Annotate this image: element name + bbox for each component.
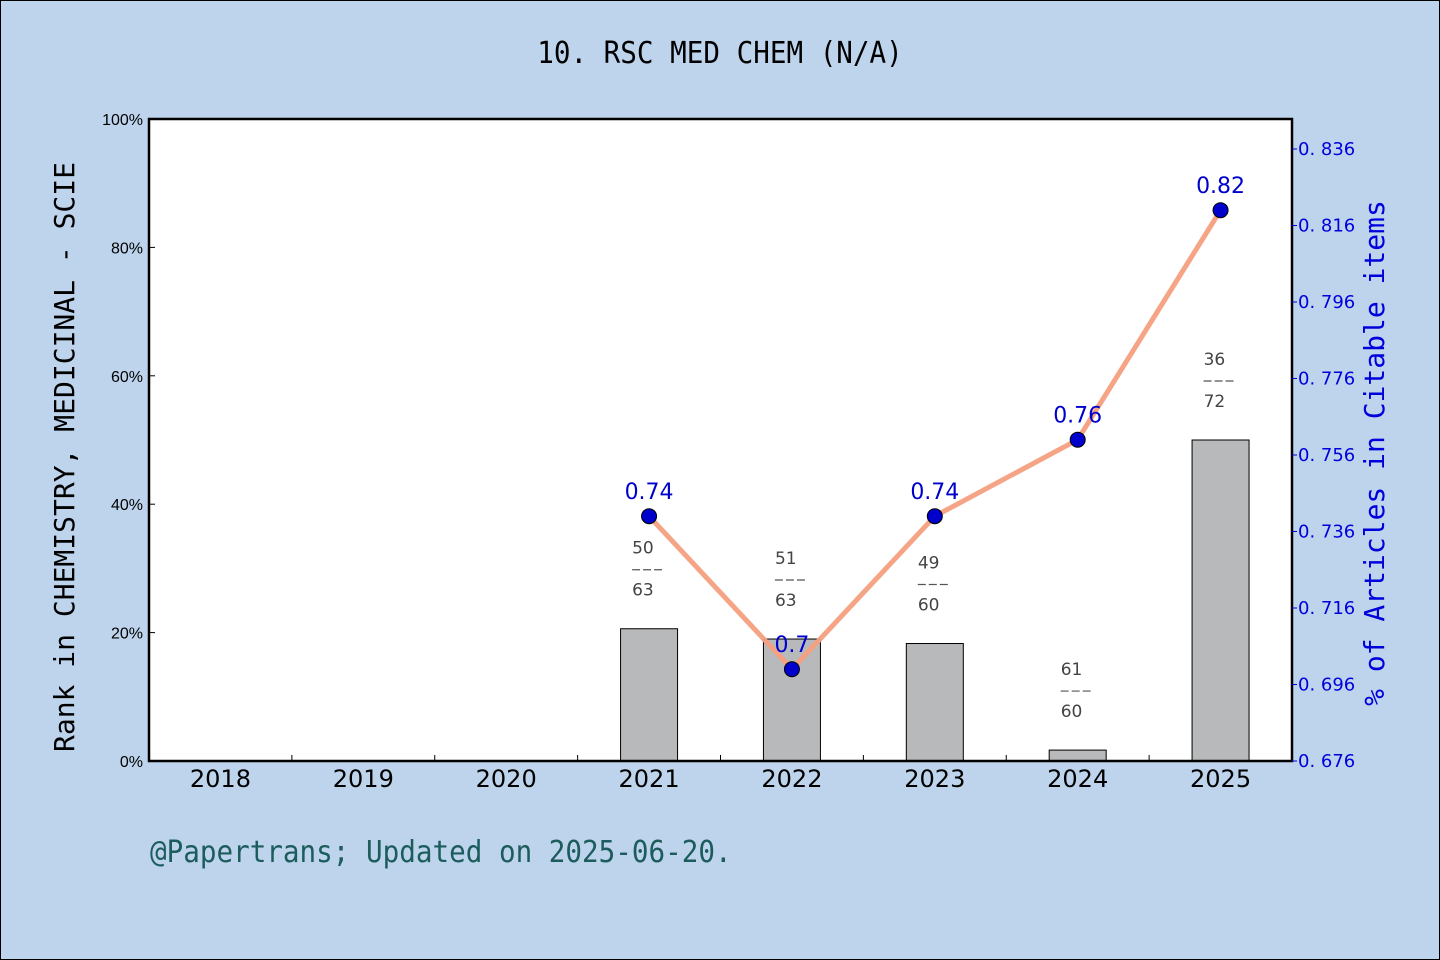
y2-axis-label: % of Articles in Citable items <box>1358 200 1391 706</box>
left-tick-label: 0% <box>120 754 143 771</box>
x-tick-label: 2024 <box>1047 765 1108 793</box>
bar-label-total: 60 <box>918 596 940 616</box>
right-tick-label: 0. 756 <box>1298 445 1355 466</box>
bar-label-rank: 61 <box>1061 660 1083 680</box>
bar-label-rank: 50 <box>632 539 654 559</box>
right-tick-label: 0. 716 <box>1298 598 1355 619</box>
right-tick-label: 0. 816 <box>1298 216 1355 237</box>
chart-title: 10. RSC MED CHEM (N/A) <box>537 36 903 71</box>
line-marker-2021 <box>641 508 658 525</box>
footer-credit: @Papertrans; Updated on 2025-06-20. <box>150 835 732 870</box>
x-tick-label: 2022 <box>761 765 822 793</box>
line-marker-2025 <box>1212 202 1229 219</box>
right-tick-label: 0. 696 <box>1298 675 1355 696</box>
x-tick-label: 2018 <box>190 765 251 793</box>
x-tick-label: 2020 <box>476 765 537 793</box>
line-value-label: 0.74 <box>910 480 959 505</box>
right-tick-label: 0. 796 <box>1298 292 1355 313</box>
bar-2025 <box>1191 439 1250 762</box>
line-marker-2022 <box>783 661 800 678</box>
line-value-label: 0.74 <box>625 480 674 505</box>
bar-label-rank: 36 <box>1204 350 1226 370</box>
left-tick-label: 100% <box>102 112 143 129</box>
x-tick-label: 2023 <box>904 765 965 793</box>
right-tick-label: 0. 836 <box>1298 139 1355 160</box>
left-tick-label: 80% <box>111 240 143 257</box>
left-tick-label: 20% <box>111 626 143 643</box>
left-tick-label: 60% <box>111 369 143 386</box>
left-tick-label: 40% <box>111 497 143 514</box>
bar-label-rank: 51 <box>775 549 797 569</box>
bar-label-total: 72 <box>1204 392 1226 412</box>
x-tick-label: 2021 <box>619 765 680 793</box>
x-tick-label: 2025 <box>1190 765 1251 793</box>
right-tick-label: 0. 776 <box>1298 369 1355 390</box>
plot-area <box>149 119 1292 761</box>
right-tick-label: 0. 736 <box>1298 522 1355 543</box>
bar-label-rank: 49 <box>918 554 940 574</box>
x-tick-label: 2019 <box>333 765 394 793</box>
bar-label-total: 63 <box>775 591 797 611</box>
bar-2022 <box>762 638 821 762</box>
y-axis-label: Rank in CHEMISTRY, MEDICINAL - SCIE <box>48 162 81 752</box>
bar-2023 <box>905 643 964 762</box>
bar-2024 <box>1048 749 1107 762</box>
bar-2021 <box>620 628 679 762</box>
line-value-label: 0.76 <box>1053 404 1102 429</box>
line-value-label: 0.82 <box>1196 174 1245 199</box>
line-value-label: 0.7 <box>774 633 809 658</box>
line-marker-2024 <box>1069 431 1086 448</box>
line-marker-2023 <box>926 508 943 525</box>
right-tick-label: 0. 676 <box>1298 751 1355 772</box>
bar-label-total: 60 <box>1061 702 1083 722</box>
bar-label-total: 63 <box>632 581 654 601</box>
